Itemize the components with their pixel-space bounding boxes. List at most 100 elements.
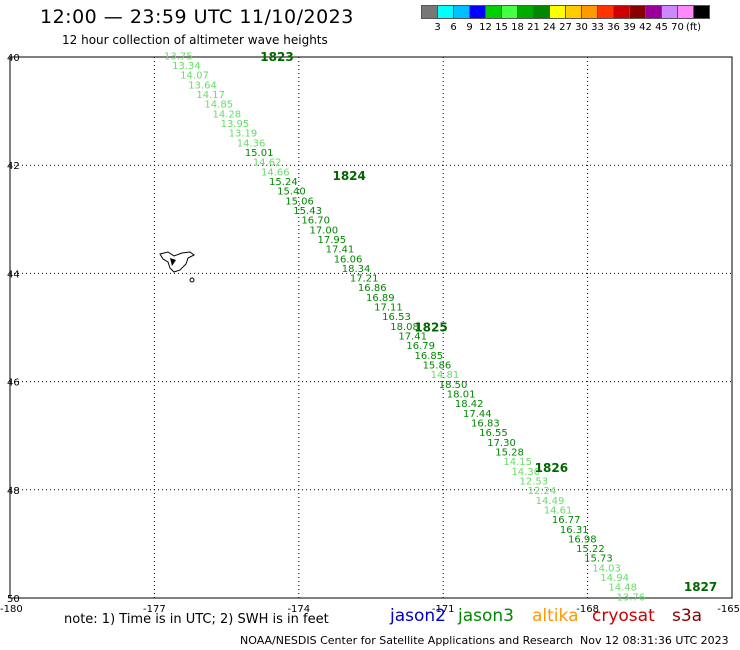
color-scale-label: 24 [543,22,556,33]
wave-height-value: 14.62 [253,158,282,169]
wave-height-value: 16.70 [301,216,330,227]
legend-jason3: jason3 [458,606,514,626]
wave-height-value: 15.40 [277,187,306,198]
wave-height-value: 18.34 [342,264,371,275]
wave-height-value: 16.79 [406,341,435,352]
color-scale-label: 30 [575,22,588,33]
wave-height-value: 13.64 [188,80,217,91]
latitude-label: 40 [7,53,20,64]
legend-altika: altika [532,606,579,626]
wave-height-value: 16.06 [334,254,363,265]
wave-height-value: 16.77 [552,515,581,526]
map-frame [9,56,733,599]
latitude-label: 44 [7,269,20,280]
wave-height-value: 18.42 [455,399,484,410]
wave-height-value: 15.43 [293,206,322,217]
latitude-label: 50 [7,594,20,605]
wave-height-value: 14.30 [511,467,540,478]
wave-height-value: 16.98 [568,534,597,545]
color-scale-labels: 3 6 9 12 15 18 21 24 27 30 33 36 39 42 45 70 (ft) [421,22,731,34]
pass-number-label: 1826 [535,461,568,475]
wave-height-value: 14.94 [600,573,629,584]
wave-height-value: 17.30 [487,438,516,449]
pass-number-label: 1825 [414,321,447,335]
note-text: note: 1) Time is in UTC; 2) SWH is in fe… [64,612,329,627]
longitude-label: -165 [717,604,740,615]
longitude-label: -174 [287,604,310,615]
axis-labels: -180 -177 -174 -171 -168 -165 40 42 44 46 48 50 [0,53,740,615]
color-scale-label: 18 [511,22,524,33]
color-scale-label: 12 [479,22,492,33]
legend-s3a: s3a [672,606,703,626]
color-scale-label: 45 [655,22,668,33]
wave-height-value: 15.28 [495,447,524,458]
pass-number-label: 1823 [260,50,293,64]
wave-height-value: 16.86 [358,283,387,294]
wave-height-value: 12.24 [528,486,557,497]
wave-height-value: 17.00 [309,225,338,236]
color-scale-label: 6 [450,22,457,33]
latitude-label: 46 [7,378,20,389]
wave-height-value: 16.85 [414,351,443,362]
pass-number-label: 1827 [684,580,717,594]
wave-height-value: 17.41 [398,332,427,343]
wave-height-value: 13.76 [616,592,645,603]
color-scale-label: 27 [559,22,572,33]
wave-height-value: 18.08 [390,322,419,333]
wave-height-value: 13.34 [172,61,201,72]
wave-height-value: 17.95 [318,235,347,246]
wave-height-value: 14.48 [608,583,637,594]
wave-height-value: 14.17 [196,90,225,101]
map-title: 12:00 — 23:59 UTC 11/10/2023 [40,6,354,28]
wave-height-value: 14.36 [237,138,266,149]
wave-height-value: 14.07 [180,71,209,82]
color-scale-label: 42 [639,22,652,33]
wave-height-value: 15.86 [423,361,452,372]
color-scale [421,5,710,19]
wave-height-value: 16.53 [382,312,411,323]
wave-height-value: 14.61 [544,505,573,516]
wave-height-value: 12.53 [520,476,549,487]
wave-height-value: 15.24 [269,177,298,188]
color-scale-label: 15 [495,22,508,33]
wave-height-value: 17.21 [350,274,379,285]
wave-height-value: 17.44 [463,409,492,420]
map-subtitle: 12 hour collection of altimeter wave hei… [62,33,328,47]
color-swatch [693,5,710,19]
altimeter-track: 13.7513.3414.0713.6414.1714.8514.2813.95… [164,51,645,603]
wave-height-value: 16.31 [560,525,589,536]
wave-height-value: 13.19 [229,129,258,140]
wave-height-value: 13.75 [164,51,193,62]
wave-height-value: 16.83 [471,418,500,429]
island-shape [159,251,195,283]
wave-height-value: 14.03 [592,563,621,574]
wave-height-value: 14.85 [204,100,233,111]
color-scale-label: 21 [527,22,540,33]
wave-height-value: 15.01 [245,148,274,159]
wave-height-value: 13.95 [221,119,250,130]
longitude-label: -177 [143,604,166,615]
longitude-label: -171 [432,604,455,615]
wave-height-value: 17.41 [326,245,355,256]
wave-height-value: 17.11 [374,303,403,314]
pass-labels: 1823 1824 1825 1826 1827 [260,50,717,594]
wave-height-value: 15.73 [584,554,613,565]
color-scale-label: 39 [623,22,636,33]
color-scale-label: 33 [591,22,604,33]
color-scale-unit: (ft) [685,22,702,33]
color-scale-label: 9 [466,22,473,33]
wave-height-value: 14.49 [536,496,565,507]
pass-number-label: 1824 [332,169,365,183]
wave-height-value: 18.01 [447,390,476,401]
color-scale-label: 36 [607,22,620,33]
wave-height-value: 18.50 [439,380,468,391]
legend-cryosat: cryosat [592,606,655,626]
wave-height-value: 14.28 [213,109,242,120]
wave-height-value: 15.22 [576,544,605,555]
credit-text: NOAA/NESDIS Center for Satellite Applica… [240,634,574,647]
longitude-label: -180 [0,604,23,615]
wave-height-value: 14.81 [431,370,460,381]
wave-height-value: 16.89 [366,293,395,304]
legend-jason2: jason2 [390,606,446,626]
